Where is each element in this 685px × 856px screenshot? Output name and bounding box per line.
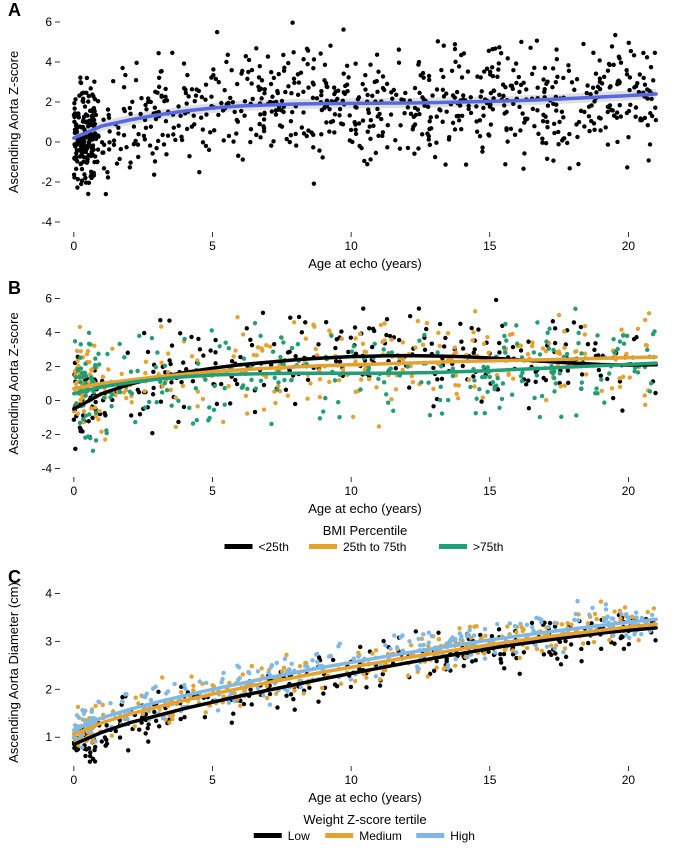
svg-text:2: 2 <box>45 360 52 374</box>
svg-text:Ascending Aorta Z-score: Ascending Aorta Z-score <box>6 312 21 454</box>
svg-text:10: 10 <box>344 484 358 498</box>
svg-text:15: 15 <box>483 239 497 253</box>
svg-text:4: 4 <box>45 586 52 600</box>
svg-text:15: 15 <box>483 773 497 787</box>
svg-text:15: 15 <box>483 484 497 498</box>
svg-text:4: 4 <box>45 55 52 69</box>
svg-text:<25th: <25th <box>259 540 289 554</box>
figure-root: A 05101520-4-20246Age at echo (years)Asc… <box>0 0 685 856</box>
svg-text:Age at echo (years): Age at echo (years) <box>308 501 421 516</box>
svg-text:25th to 75th: 25th to 75th <box>343 540 406 554</box>
svg-text:0: 0 <box>45 135 52 149</box>
svg-text:2: 2 <box>45 95 52 109</box>
svg-text:Age at echo (years): Age at echo (years) <box>308 256 421 271</box>
svg-text:5: 5 <box>209 239 216 253</box>
panel-c-label: C <box>8 567 21 588</box>
panel-b-svg: 0 5 10 15 20 -4 -2 0 2 4 6 Age at echo (years) Ascen… <box>0 278 685 567</box>
svg-text:0: 0 <box>71 239 78 253</box>
svg-text:-4: -4 <box>41 215 52 229</box>
svg-text:2: 2 <box>45 682 52 696</box>
svg-text:-4: -4 <box>41 462 52 476</box>
svg-text:6: 6 <box>45 15 52 29</box>
svg-text:20: 20 <box>622 239 636 253</box>
svg-text:0: 0 <box>71 484 78 498</box>
svg-text:Medium: Medium <box>359 829 402 843</box>
svg-text:Age at echo (years): Age at echo (years) <box>308 790 421 805</box>
svg-text:-2: -2 <box>41 428 52 442</box>
panel-a-svg: 0 5 10 15 20 -4 -2 0 2 4 6 Age at echo (years) Ascen… <box>0 0 685 278</box>
svg-text:20: 20 <box>622 773 636 787</box>
panel-c: C 0 5 10 15 20 1 2 3 4 Age at echo (years) Ascendi… <box>0 567 685 856</box>
svg-text:>75th: >75th <box>473 540 503 554</box>
svg-text:BMI Percentile: BMI Percentile <box>323 523 408 538</box>
svg-text:Low: Low <box>288 829 310 843</box>
panel-b: B 0 5 10 15 20 -4 -2 0 2 4 6 Age at echo (years) Asc… <box>0 278 685 567</box>
svg-text:5: 5 <box>209 773 216 787</box>
svg-text:4: 4 <box>45 326 52 340</box>
panel-b-label: B <box>8 278 21 299</box>
svg-text:-2: -2 <box>41 175 52 189</box>
svg-text:3: 3 <box>45 634 52 648</box>
panel-a: A 0 5 10 15 20 -4 -2 0 2 4 6 Age at echo (years) Asc… <box>0 0 685 278</box>
svg-text:20: 20 <box>622 484 636 498</box>
panel-a-label: A <box>8 0 21 21</box>
svg-text:High: High <box>450 829 475 843</box>
svg-text:0: 0 <box>71 773 78 787</box>
svg-text:10: 10 <box>344 773 358 787</box>
svg-text:5: 5 <box>209 484 216 498</box>
svg-text:0: 0 <box>45 394 52 408</box>
svg-text:Weight Z-score tertile: Weight Z-score tertile <box>303 812 426 827</box>
svg-text:6: 6 <box>45 292 52 306</box>
svg-text:Ascending Aorta Z-score: Ascending Aorta Z-score <box>6 51 21 193</box>
svg-text:Ascending Aorta Diameter (cm): Ascending Aorta Diameter (cm) <box>6 582 21 763</box>
svg-text:1: 1 <box>45 730 52 744</box>
panel-c-svg: 0 5 10 15 20 1 2 3 4 Age at echo (years) Ascending… <box>0 567 685 856</box>
svg-text:10: 10 <box>344 239 358 253</box>
